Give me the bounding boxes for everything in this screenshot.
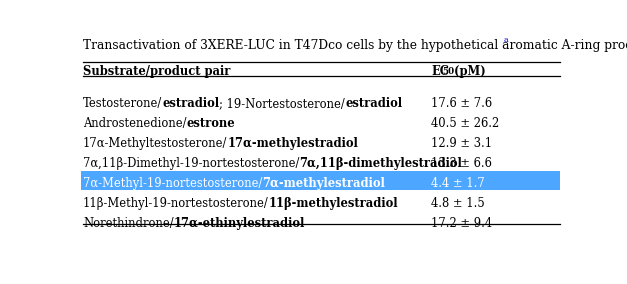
Text: estradiol: estradiol <box>345 97 403 110</box>
Text: 50: 50 <box>442 67 454 76</box>
Text: 40.5 ± 26.2: 40.5 ± 26.2 <box>431 117 499 130</box>
Text: 7α-Methyl-19-nortestosterone/: 7α-Methyl-19-nortestosterone/ <box>83 177 263 190</box>
Text: EC: EC <box>431 65 449 78</box>
Text: 4.4 ± 1.7: 4.4 ± 1.7 <box>431 177 485 190</box>
Text: 11β-methylestradiol: 11β-methylestradiol <box>269 197 398 210</box>
Text: 17α-methylestradiol: 17α-methylestradiol <box>228 137 358 150</box>
Text: a: a <box>504 36 508 44</box>
Text: Transactivation of 3XERE-LUC in T47Dco cells by the hypothetical aromatic A-ring: Transactivation of 3XERE-LUC in T47Dco c… <box>83 39 627 52</box>
Text: 17α-Methyltestosterone/: 17α-Methyltestosterone/ <box>83 137 228 150</box>
Text: Norethindrone/: Norethindrone/ <box>83 217 174 230</box>
Text: 12.9 ± 3.1: 12.9 ± 3.1 <box>431 137 492 150</box>
Text: estradiol: estradiol <box>162 97 219 110</box>
Text: ; 19-Nortestosterone/: ; 19-Nortestosterone/ <box>219 97 345 110</box>
Text: Testosterone/: Testosterone/ <box>83 97 162 110</box>
Text: Substrate/product pair: Substrate/product pair <box>83 65 230 78</box>
Text: 7α-methylestradiol: 7α-methylestradiol <box>263 177 385 190</box>
Text: 17α-ethinylestradiol: 17α-ethinylestradiol <box>174 217 305 230</box>
Text: estrone: estrone <box>186 117 235 130</box>
Text: (pM): (pM) <box>450 65 485 78</box>
Text: Androstenedione/: Androstenedione/ <box>83 117 186 130</box>
Text: 7α,11β-Dimethyl-19-nortestosterone/: 7α,11β-Dimethyl-19-nortestosterone/ <box>83 157 300 170</box>
Text: 17.2 ± 9.4: 17.2 ± 9.4 <box>431 217 492 230</box>
Text: 4.8 ± 1.5: 4.8 ± 1.5 <box>431 197 485 210</box>
Text: 7α,11β-dimethylestradiol: 7α,11β-dimethylestradiol <box>300 157 462 170</box>
FancyBboxPatch shape <box>82 171 560 190</box>
Text: 17.6 ± 7.6: 17.6 ± 7.6 <box>431 97 492 110</box>
Text: 13.3 ± 6.6: 13.3 ± 6.6 <box>431 157 492 170</box>
Text: 11β-Methyl-19-nortestosterone/: 11β-Methyl-19-nortestosterone/ <box>83 197 269 210</box>
